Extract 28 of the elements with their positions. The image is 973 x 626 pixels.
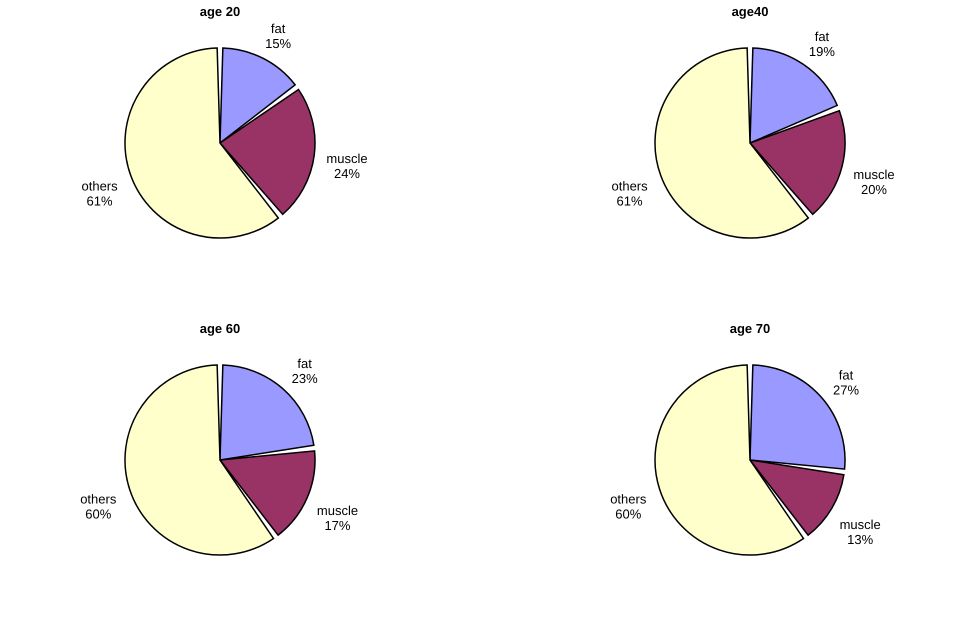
chart-title: age40 bbox=[732, 4, 768, 19]
slice-label: muscle bbox=[840, 517, 881, 532]
chart-title: age 70 bbox=[730, 321, 770, 336]
slice-label: others bbox=[610, 492, 647, 507]
data-label: 27% bbox=[833, 382, 860, 398]
data-label: 24% bbox=[334, 166, 360, 182]
data-label: 17% bbox=[324, 518, 351, 533]
slice-label: muscle bbox=[316, 502, 358, 518]
data-label: 20% bbox=[860, 182, 888, 197]
data-label: 19% bbox=[808, 44, 836, 60]
slice-label: others bbox=[80, 492, 117, 507]
slice-label: muscle bbox=[853, 166, 895, 182]
data-label: 13% bbox=[847, 532, 874, 548]
slice-label: others bbox=[611, 178, 648, 194]
slice-label: fat bbox=[270, 20, 286, 36]
slice-label: muscle bbox=[326, 151, 368, 166]
slice-label: fat bbox=[814, 29, 830, 44]
data-label: 60% bbox=[85, 506, 112, 522]
chart-title: age 60 bbox=[200, 321, 240, 336]
data-label: 61% bbox=[86, 193, 114, 208]
slice-label: others bbox=[81, 178, 118, 194]
data-label: 15% bbox=[265, 36, 292, 51]
data-label: 61% bbox=[616, 193, 644, 208]
data-label: 60% bbox=[615, 506, 642, 522]
slice-label: fat bbox=[838, 367, 854, 382]
chart-title: age 20 bbox=[200, 4, 240, 19]
data-label: 23% bbox=[292, 370, 318, 386]
slice-label: fat bbox=[297, 356, 312, 371]
